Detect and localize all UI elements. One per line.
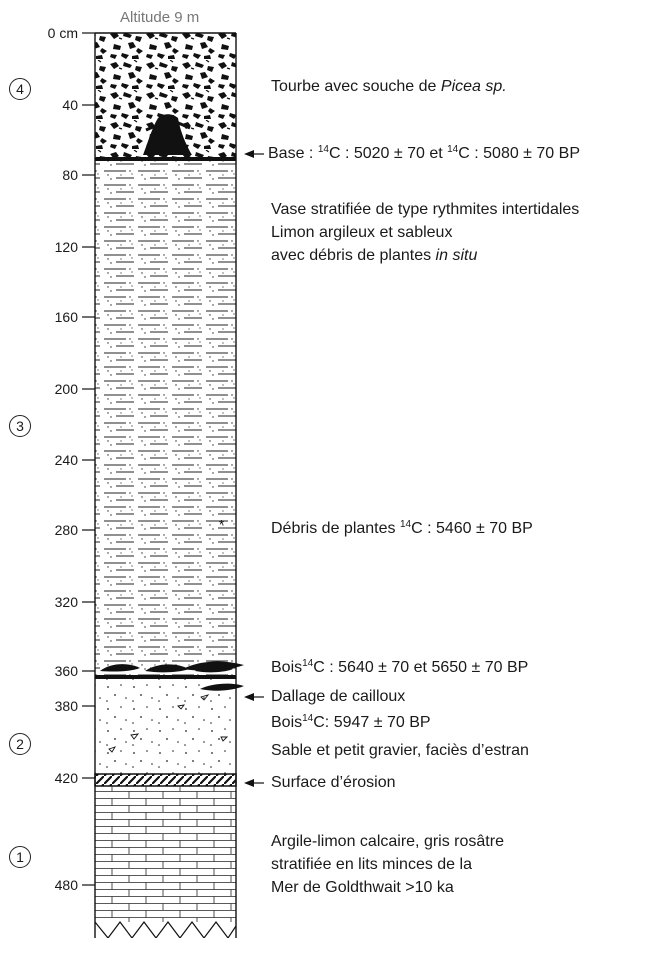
gravel-clast [108, 694, 229, 753]
annotation-bois-2-date: Bois14C: 5947 ± 70 BP [271, 713, 431, 733]
unit-number-1: 1 [9, 846, 31, 868]
depth-tick-label: 120 [54, 239, 78, 255]
cobble-2 [145, 664, 189, 673]
picea-root [145, 120, 191, 132]
annotation-debris-date: Débris de plantes 14C : 5460 ± 70 BP [271, 519, 533, 539]
annotation-bois-1-date: Bois14C : 5640 ± 70 et 5650 ± 70 BP [271, 658, 528, 678]
depth-ticks [82, 32, 95, 886]
debris-text-1: Débris de plantes [271, 520, 400, 537]
depth-tick-label: 280 [54, 522, 78, 538]
zigzag-mask [95, 938, 236, 954]
annotation-dallage: Dallage de cailloux [271, 688, 406, 705]
unit-2-sand-layer [95, 679, 236, 774]
plant-debris-marker: * [219, 517, 224, 532]
depth-zero-label: 0 cm [47, 25, 78, 41]
depth-tick-label: 380 [54, 698, 78, 714]
annotation-vase-line-3: avec débris de plantes in situ [271, 246, 477, 266]
debris-text-2: C : 5460 ± 70 BP [411, 520, 533, 537]
erosion-surface-hatch [94, 773, 237, 787]
depth-tick-label: 240 [54, 452, 78, 468]
depth-tick-label: 480 [54, 877, 78, 893]
annotation-vase-line-1: Vase stratifiée de type rythmites intert… [271, 201, 580, 218]
dallage-contact [95, 675, 236, 679]
column-layers: * [94, 33, 244, 954]
depth-tick-label: 200 [54, 381, 78, 397]
base-text-2: C : 5020 ± 70 et [328, 145, 448, 162]
unit-number-3: 3 [9, 415, 31, 437]
annotation-arrows [244, 150, 264, 787]
bois-2-text-1: Bois [271, 714, 303, 731]
unit-3-vase-layer [95, 161, 236, 675]
depth-tick-label: 160 [54, 309, 78, 325]
base-peat-contact [95, 157, 236, 161]
cobble-3 [195, 664, 233, 673]
annotation-tourbe: Tourbe avec souche de Picea sp. [271, 77, 507, 97]
annotation-argile-line-3: Mer de Goldthwait >10 ka [271, 879, 454, 896]
bois-1-sup: 14 [302, 658, 314, 669]
vase-line-3-italic: in situ [435, 247, 478, 264]
annotation-argile-line-1: Argile-limon calcaire, gris rosâtre [271, 833, 504, 850]
debris-sup: 14 [399, 519, 412, 530]
unit-number-2: 2 [9, 733, 31, 755]
unit-1-clay-layer [95, 786, 236, 922]
annotation-surface-erosion: Surface d’érosion [271, 774, 396, 791]
depth-tick-label: 80 [62, 167, 78, 183]
depth-tick-label: 420 [54, 770, 78, 786]
annotation-sable: Sable et petit gravier, faciès d’estran [271, 742, 529, 759]
annotation-argile-line-2: stratifiée en lits minces de la [271, 856, 472, 873]
depth-tick-label: 320 [54, 594, 78, 610]
annotation-base-date: Base : 14C : 5020 ± 70 et 14C : 5080 ± 7… [268, 144, 580, 164]
bois-2-sup: 14 [302, 713, 314, 724]
wood-fragment-lower [200, 683, 244, 691]
bois-1-text-1: Bois [271, 659, 303, 676]
tourbe-text: Tourbe avec souche de [271, 78, 441, 95]
unit-number-4: 4 [9, 78, 31, 100]
base-sup-2: 14 [447, 144, 459, 155]
depth-tick-label: 360 [54, 663, 78, 679]
altitude-label: Altitude 9 m [120, 9, 200, 26]
annotation-vase-line-2: Limon argileux et sableux [271, 224, 453, 241]
vase-line-3-text: avec débris de plantes [271, 247, 436, 264]
base-sup-1: 14 [317, 144, 329, 155]
bois-2-text-2: C: 5947 ± 70 BP [313, 714, 431, 731]
column-outline [94, 32, 237, 938]
tourbe-taxon: Picea sp. [440, 78, 507, 95]
base-text-1: Base : [268, 145, 318, 162]
depth-tick-label: 40 [62, 97, 78, 113]
column-base-zigzag [94, 921, 237, 940]
base-text-3: C : 5080 ± 70 BP [458, 145, 580, 162]
bois-1-text-2: C : 5640 ± 70 et 5650 ± 70 BP [313, 659, 529, 676]
cobble-1 [100, 664, 140, 672]
